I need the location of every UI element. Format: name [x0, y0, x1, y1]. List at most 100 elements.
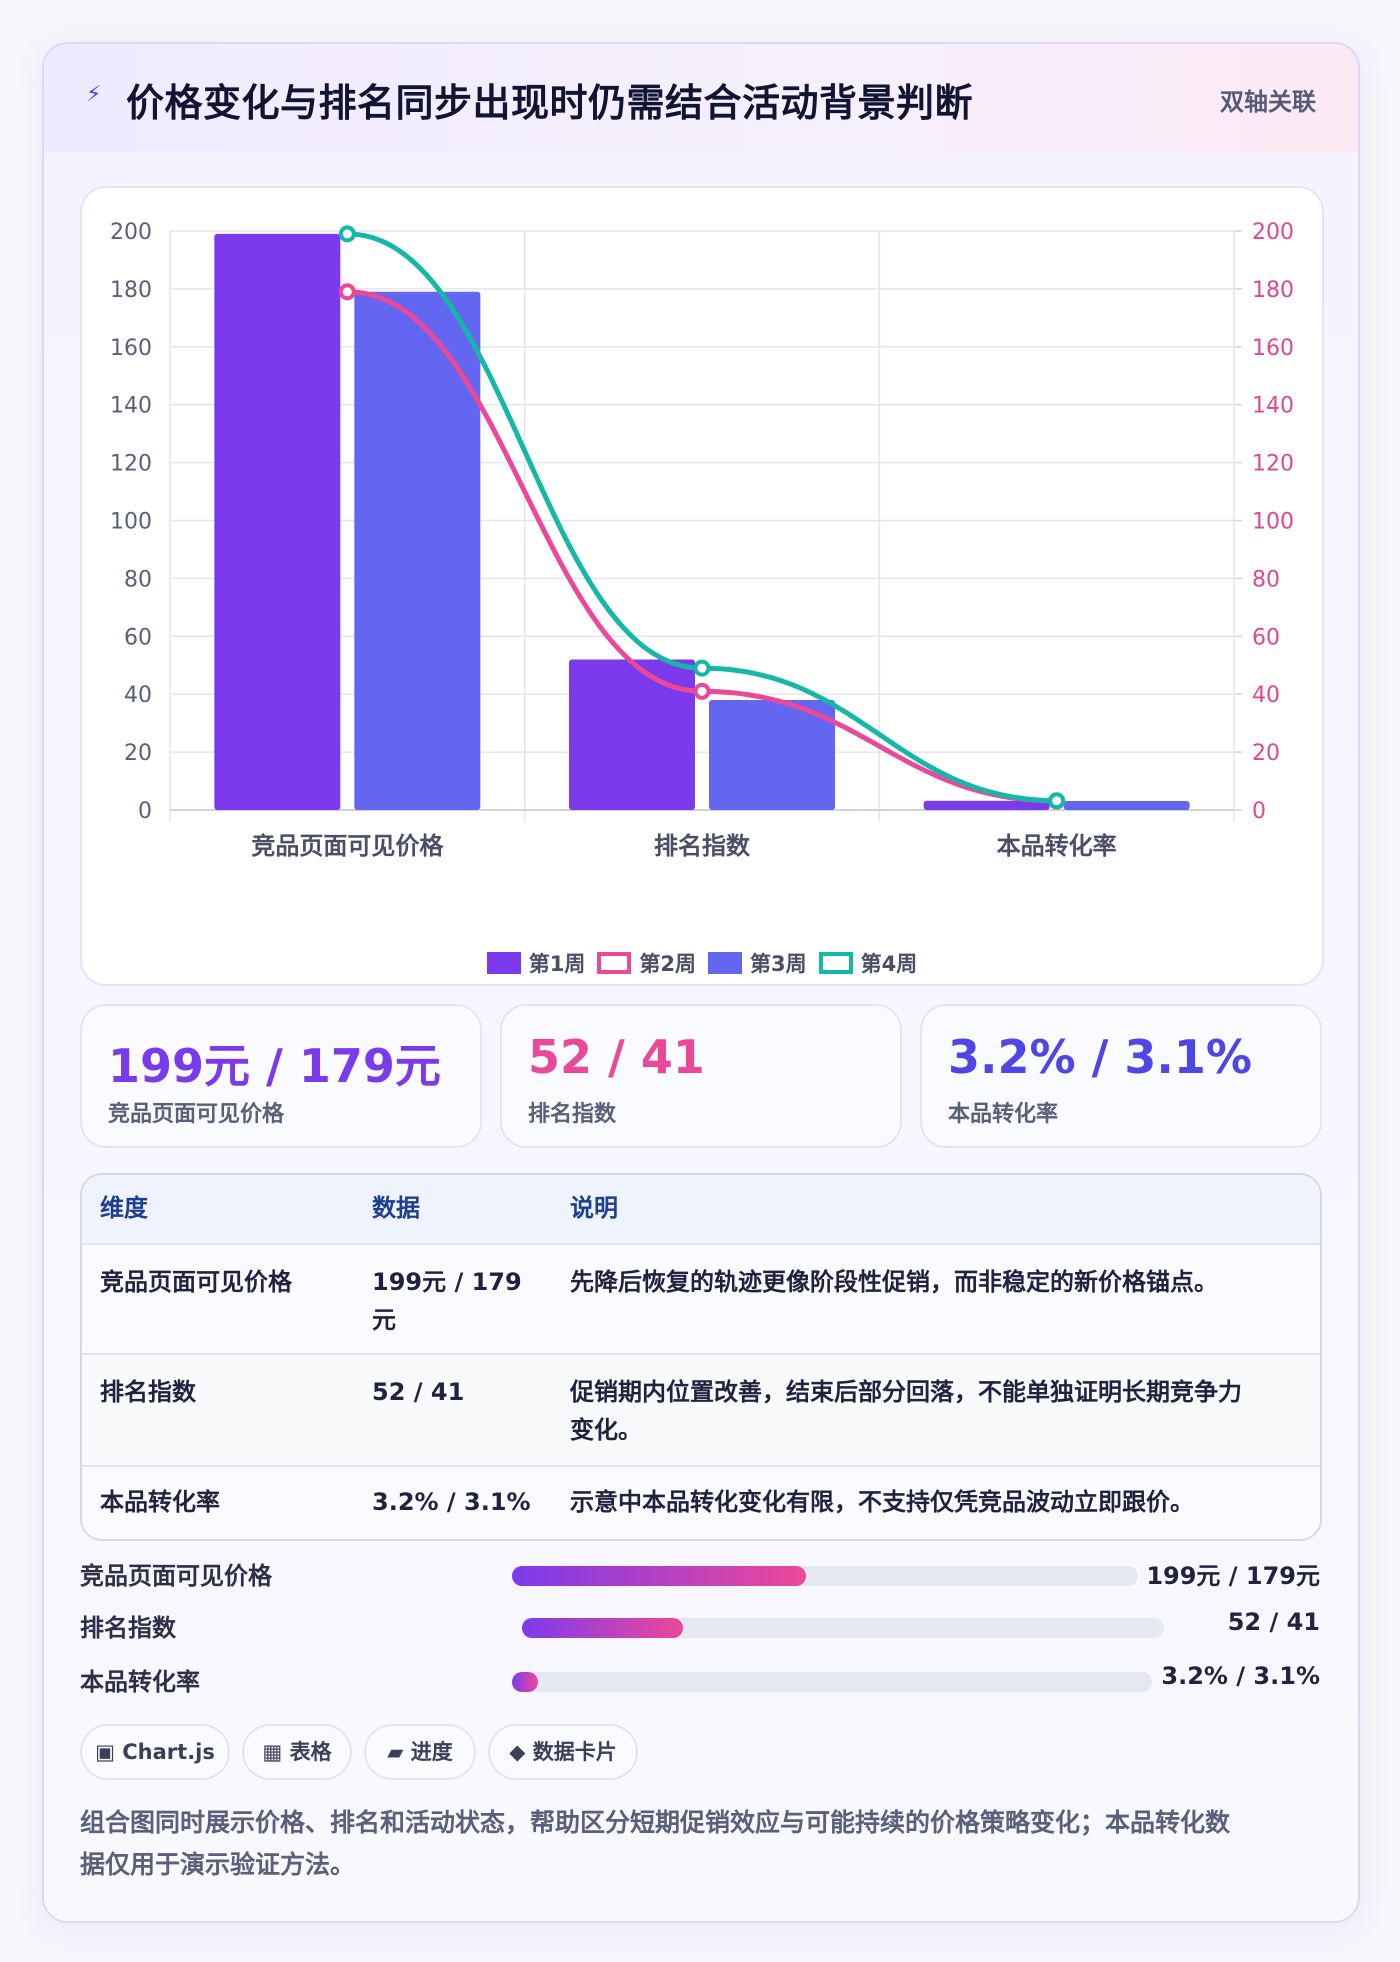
progress-track	[522, 1618, 1164, 1638]
legend-swatch	[486, 952, 521, 974]
dashboard-card: ⚡ 价格变化与排名同步出现时仍需结合活动背景判断 双轴关联 0 20 40 60 80 1…	[42, 42, 1360, 1923]
chart-legend: 第1周 第2周 第3周 第4周	[82, 948, 1322, 978]
table-cell: 排名指数	[100, 1378, 196, 1406]
y-right-tick-label: 180	[1252, 278, 1294, 303]
progress-value: 199元 / 179元	[1146, 1562, 1320, 1590]
y-left-tick-label: 40	[124, 683, 152, 708]
legend-item[interactable]: 第3周	[708, 948, 807, 978]
chip-label: 进度	[410, 1740, 453, 1764]
y-left-tick-label: 100	[110, 510, 152, 535]
table-header-cell: 数据	[372, 1194, 420, 1222]
chip-data-cards[interactable]: ◆ 数据卡片	[488, 1724, 638, 1780]
card-title: 价格变化与排名同步出现时仍需结合活动背景判断	[126, 81, 974, 125]
y-left-tick-label: 0	[138, 799, 152, 824]
chip-label: Chart.js	[122, 1740, 215, 1764]
header-tag: 双轴关联	[1220, 88, 1316, 116]
chip-label: 表格	[289, 1740, 332, 1764]
chip-chartjs[interactable]: ▣ Chart.js	[80, 1724, 230, 1780]
y-left-tick-label: 20	[124, 741, 152, 766]
legend-item[interactable]: 第1周	[486, 948, 585, 978]
x-tick-label: 竞品页面可见价格	[251, 832, 444, 860]
footnote: 组合图同时展示价格、排名和活动状态，帮助区分短期促销效应与可能持续的价格策略变化…	[80, 1802, 1320, 1886]
metric-card-conversion: 3.2% / 3.1% 本品转化率	[920, 1004, 1322, 1148]
footnote-line: 组合图同时展示价格、排名和活动状态，帮助区分短期促销效应与可能持续的价格策略变化…	[80, 1808, 1231, 1837]
legend-item[interactable]: 第4周	[818, 948, 918, 978]
progress-label: 本品转化率	[80, 1668, 200, 1696]
legend-label: 第4周	[860, 952, 918, 976]
table-row: 竞品页面可见价格 199元 / 179 元 先降后恢复的轨迹更像阶段性促销，而非…	[82, 1243, 1320, 1355]
series-line	[347, 231, 1057, 804]
progress-track	[512, 1566, 1138, 1586]
table-header-row: 维度 数据 说明	[82, 1175, 1320, 1243]
y-right-tick-label: 100	[1252, 510, 1294, 535]
legend-swatch	[818, 952, 853, 974]
table-cell: 示意中本品转化变化有限，不支持仅凭竞品波动立即跟价。	[570, 1488, 1194, 1516]
line-point	[338, 283, 356, 301]
combo-chart: 0 20 40 60 80 100 120 140 160 180 200 0 20 40 60 80 100 1…	[110, 220, 1294, 860]
y-right-tick-label: 160	[1252, 336, 1294, 361]
data-table: 维度 数据 说明 竞品页面可见价格 199元 / 179 元 先降后恢复的轨迹更…	[80, 1173, 1322, 1541]
chip-table[interactable]: ▦ 表格	[242, 1724, 352, 1780]
y-right-tick-label: 0	[1252, 799, 1266, 824]
y-right-tick-label: 200	[1252, 220, 1294, 245]
metric-label: 本品转化率	[948, 1102, 1059, 1127]
y-left-tick-label: 140	[110, 394, 152, 419]
metric-value: 199元 / 179元	[108, 1039, 441, 1093]
progress-fill	[512, 1566, 807, 1586]
line-point	[338, 225, 356, 243]
chip-label: 数据卡片	[532, 1740, 617, 1764]
progress-fill	[522, 1618, 683, 1638]
bar-1	[569, 659, 695, 810]
table-row: 排名指数 52 / 41 促销期内位置改善，结束后部分回落，不能单独证明长期竞争…	[82, 1353, 1320, 1467]
line-point	[1048, 792, 1066, 810]
table-cell: 变化。	[570, 1416, 642, 1444]
bar-2	[1063, 801, 1190, 810]
progress-icon: ▰	[387, 1740, 404, 1764]
y-left-tick-label: 80	[124, 567, 152, 592]
y-left-tick-label: 200	[110, 220, 152, 245]
y-right-tick-label: 20	[1252, 741, 1280, 766]
legend-item[interactable]: 第2周	[597, 948, 696, 978]
progress-value: 52 / 41	[1227, 1608, 1320, 1636]
progress-row: 竞品页面可见价格 199元 / 179元	[80, 1554, 1320, 1594]
progress-fill	[512, 1672, 538, 1692]
table-icon: ▦	[262, 1740, 283, 1764]
table-cell: 竞品页面可见价格	[100, 1268, 292, 1296]
chart-container: 0 20 40 60 80 100 120 140 160 180 200 0 20 40 60 80 100 1…	[80, 186, 1324, 986]
y-right-tick-label: 140	[1252, 394, 1294, 419]
progress-list: 竞品页面可见价格 199元 / 179元 排名指数 52 / 41 本品转化率 …	[80, 1554, 1320, 1734]
table-cell: 52 / 41	[372, 1378, 465, 1406]
line-point	[693, 682, 711, 700]
y-left-tick-label: 180	[110, 278, 152, 303]
metric-cards: 199元 / 179元 竞品页面可见价格 52 / 41 排名指数 3.2% /…	[80, 1004, 1322, 1148]
progress-label: 排名指数	[80, 1614, 176, 1642]
y-right-tick-label: 60	[1252, 625, 1280, 650]
metric-label: 排名指数	[528, 1102, 617, 1127]
legend-swatch	[708, 952, 742, 974]
card-header: ⚡ 价格变化与排名同步出现时仍需结合活动背景判断 双轴关联	[44, 44, 1358, 154]
progress-row: 排名指数 52 / 41	[80, 1606, 1320, 1646]
chart-icon: ▣	[95, 1740, 115, 1764]
y-left-tick-label: 120	[110, 452, 152, 477]
metric-card-price: 199元 / 179元 竞品页面可见价格	[80, 1004, 482, 1148]
lightning-icon: ⚡	[86, 82, 102, 107]
chip-progress[interactable]: ▰ 进度	[364, 1724, 476, 1780]
progress-row: 本品转化率 3.2% / 3.1%	[80, 1660, 1320, 1700]
table-cell: 元	[372, 1306, 396, 1334]
progress-value: 3.2% / 3.1%	[1161, 1662, 1320, 1690]
diamond-icon: ◆	[509, 1740, 526, 1764]
legend-swatch	[597, 952, 632, 974]
table-cell: 先降后恢复的轨迹更像阶段性促销，而非稳定的新价格锚点。	[570, 1268, 1218, 1296]
table-header-cell: 说明	[570, 1194, 618, 1222]
line-point	[693, 659, 711, 677]
y-left-tick-label: 160	[110, 336, 152, 361]
table-header-cell: 维度	[100, 1194, 148, 1222]
footnote-line: 据仅用于演示验证方法。	[80, 1850, 356, 1879]
y-right-tick-label: 40	[1252, 683, 1280, 708]
table-cell: 199元 / 179	[372, 1268, 522, 1296]
y-right-tick-label: 120	[1252, 452, 1294, 477]
table-cell: 本品转化率	[100, 1488, 220, 1516]
bar-1	[214, 233, 341, 810]
table-cell: 3.2% / 3.1%	[372, 1488, 531, 1516]
progress-label: 竞品页面可见价格	[80, 1562, 272, 1590]
